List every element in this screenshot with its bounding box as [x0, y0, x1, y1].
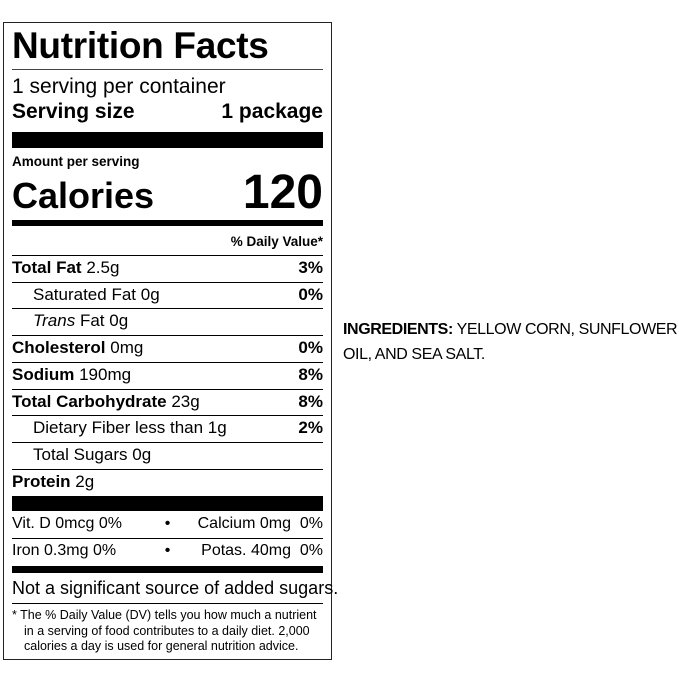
nutrient-amount: 190mg [79, 364, 132, 384]
nutrient-name: Cholesterol [12, 338, 106, 358]
added-sugars-note: Not a significant source of added sugars… [12, 578, 339, 598]
divider [12, 538, 323, 539]
ingredients: INGREDIENTS: YELLOW CORN, SUNFLOWER OIL,… [343, 317, 678, 367]
bullet: • [164, 542, 171, 559]
servings-per-container: 1 serving per container [12, 75, 226, 98]
nutrient-row: Sodium 190mg 8% [12, 365, 323, 385]
divider [12, 388, 323, 390]
nutrient-amount: 23g [171, 391, 200, 411]
divider [12, 603, 323, 604]
thick-divider [12, 132, 323, 148]
daily-value-header: % Daily Value* [230, 234, 323, 249]
nutrient-name: Trans [33, 311, 76, 331]
divider [12, 335, 323, 337]
nutrient-daily-value: 0% [298, 338, 323, 358]
nutrient-amount: 2g [75, 471, 95, 491]
divider [12, 308, 323, 310]
nutrient-name: Saturated Fat [33, 284, 137, 304]
nutrient-amount: 0g [140, 284, 160, 304]
vitamin-right: Potas. 40mg [201, 542, 291, 559]
nutrient-daily-value: 8% [298, 364, 323, 384]
nutrient-daily-value: 0% [298, 284, 323, 304]
nutrient-amount: less than 1g [135, 418, 227, 438]
amount-per-serving: Amount per serving [12, 154, 140, 169]
serving-size-label: Serving size [12, 100, 135, 123]
medium-divider [12, 220, 323, 226]
nutrient-row: Saturated Fat 0g 0% [12, 285, 323, 305]
ingredients-heading: INGREDIENTS: [343, 321, 453, 338]
divider [12, 361, 323, 363]
calories-row: Calories 120 [12, 165, 323, 220]
nutrient-row: Total Fat 2.5g 3% [12, 258, 323, 278]
label-title: Nutrition Facts [12, 25, 269, 66]
vitamin-row: Iron 0.3mg 0% • Potas. 40mg 0% [12, 542, 323, 560]
vitamin-left: Vit. D 0mcg [12, 515, 95, 532]
nutrient-name-suffix: Fat [79, 311, 105, 331]
nutrient-name: Total Carbohydrate [12, 391, 167, 411]
divider [12, 69, 323, 70]
vitamin-left-dv: 0% [98, 515, 122, 532]
nutrition-facts-label: Nutrition Facts 1 serving per container … [3, 22, 339, 660]
divider [12, 281, 323, 283]
medium-divider [12, 566, 323, 573]
bullet: • [164, 515, 171, 532]
nutrient-row: Dietary Fiber less than 1g 2% [12, 418, 323, 438]
vitamin-right-dv: 0% [299, 515, 323, 532]
nutrient-row: Total Sugars 0g [12, 445, 323, 465]
divider [12, 441, 323, 443]
nutrient-name: Protein [12, 471, 71, 491]
calories-value: 120 [242, 166, 323, 219]
thick-divider [12, 496, 323, 511]
nutrient-daily-value: 3% [298, 258, 323, 277]
nutrient-amount: 0g [109, 311, 129, 331]
nutrient-row: Total Carbohydrate 23g 8% [12, 392, 323, 412]
nutrient-amount: 0mg [110, 338, 144, 358]
vitamin-right: Calcium 0mg [197, 515, 291, 532]
nutrient-row: Cholesterol 0mg 0% [12, 338, 323, 358]
nutrient-daily-value: 8% [298, 391, 323, 411]
divider [12, 415, 323, 417]
divider [12, 255, 323, 256]
footnote: * The % Daily Value (DV) tells you how m… [12, 608, 317, 653]
vitamin-row: Vit. D 0mcg 0% • Calcium 0mg 0% [12, 515, 323, 533]
nutrient-amount: 2.5g [86, 258, 120, 277]
nutrient-daily-value: 2% [298, 418, 323, 438]
serving-size-value: 1 package [221, 100, 323, 123]
nutrient-amount: 0g [132, 444, 152, 464]
nutrient-name: Dietary Fiber [33, 418, 131, 438]
vitamin-right-dv: 0% [299, 542, 323, 559]
calories-label: Calories [12, 175, 155, 216]
divider [12, 468, 323, 470]
nutrient-name: Total Sugars [33, 444, 128, 464]
nutrient-name: Sodium [12, 364, 75, 384]
ingredients-text: YELLOW CORN, SUNFLOWER OIL, AND SEA SALT… [343, 321, 678, 363]
nutrient-row: Trans Fat 0g [12, 311, 323, 331]
serving-size-row: Serving size 1 package [12, 100, 323, 124]
nutrient-row: Protein 2g [12, 472, 323, 492]
nutrient-name: Total Fat [12, 258, 82, 277]
vitamin-left-dv: 0% [92, 542, 117, 559]
vitamin-left: Iron 0.3mg [12, 542, 89, 559]
